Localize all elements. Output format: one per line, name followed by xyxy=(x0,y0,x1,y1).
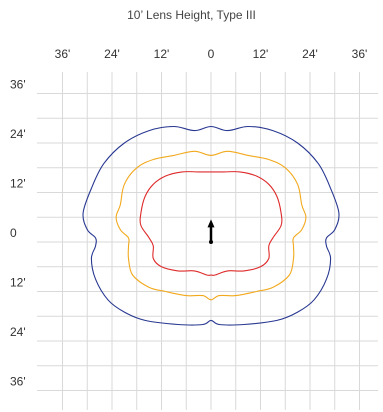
y-tick-label: 12' xyxy=(10,276,26,290)
x-tick-label: 0 xyxy=(208,47,215,61)
contour-inner xyxy=(139,171,283,276)
y-tick-label: 36' xyxy=(10,78,26,92)
y-tick-label: 0 xyxy=(10,226,17,240)
contour-outer xyxy=(82,125,340,326)
x-tick-label: 36' xyxy=(55,47,71,61)
x-tick-label: 36' xyxy=(352,47,368,61)
grid-lines xyxy=(37,72,378,410)
y-tick-label: 36' xyxy=(10,375,26,389)
chart-title: 10’ Lens Height, Type III xyxy=(127,8,256,22)
x-tick-label: 12' xyxy=(253,47,269,61)
y-tick-labels: 36' 24' 12' 0 12' 24' 36' xyxy=(10,78,26,389)
y-tick-label: 12' xyxy=(10,177,26,191)
y-tick-label: 24' xyxy=(10,127,26,141)
x-tick-label: 24' xyxy=(104,47,120,61)
x-tick-label: 12' xyxy=(154,47,170,61)
fixture-arrow xyxy=(207,219,215,244)
fixture-point xyxy=(209,240,213,244)
arrow-head xyxy=(207,219,215,228)
x-tick-labels: 36' 24' 12' 0 12' 24' 36' xyxy=(55,47,368,61)
contour-middle xyxy=(115,150,307,301)
contour-series xyxy=(82,125,340,326)
x-tick-label: 24' xyxy=(302,47,318,61)
y-tick-label: 24' xyxy=(10,325,26,339)
